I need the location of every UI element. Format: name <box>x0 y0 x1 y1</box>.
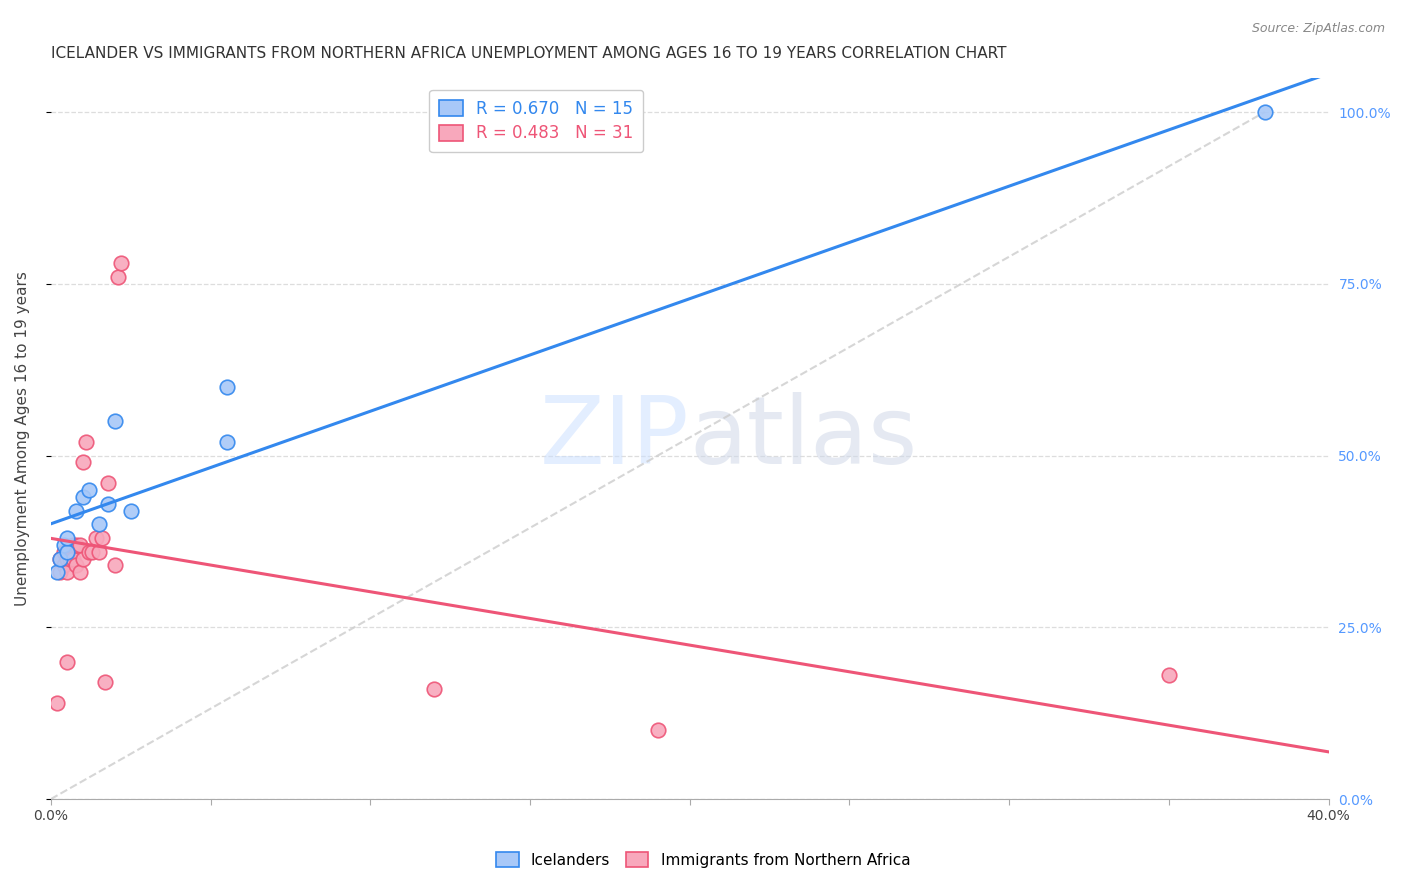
Point <box>215 380 238 394</box>
Point <box>87 545 110 559</box>
Point <box>104 558 127 573</box>
Point <box>215 434 238 449</box>
Point <box>94 675 117 690</box>
Point <box>56 551 79 566</box>
Point <box>75 434 97 449</box>
Point <box>62 538 84 552</box>
Point <box>49 551 72 566</box>
Point <box>87 517 110 532</box>
Point <box>69 566 91 580</box>
Point <box>69 538 91 552</box>
Point <box>49 551 72 566</box>
Point <box>72 551 94 566</box>
Point <box>62 551 84 566</box>
Point <box>52 558 75 573</box>
Point <box>107 269 129 284</box>
Legend: Icelanders, Immigrants from Northern Africa: Icelanders, Immigrants from Northern Afr… <box>489 846 917 873</box>
Point <box>110 256 132 270</box>
Point <box>52 545 75 559</box>
Point <box>91 531 114 545</box>
Text: ZIP: ZIP <box>540 392 690 484</box>
Point <box>120 503 142 517</box>
Point <box>423 682 446 697</box>
Point <box>97 476 120 491</box>
Text: Source: ZipAtlas.com: Source: ZipAtlas.com <box>1251 22 1385 36</box>
Point <box>647 723 669 738</box>
Point <box>1254 105 1277 120</box>
Point <box>72 490 94 504</box>
Point <box>77 483 100 497</box>
Legend: R = 0.670   N = 15, R = 0.483   N = 31: R = 0.670 N = 15, R = 0.483 N = 31 <box>429 89 644 153</box>
Point <box>1157 668 1180 682</box>
Point <box>72 455 94 469</box>
Point <box>77 545 100 559</box>
Text: atlas: atlas <box>690 392 918 484</box>
Point <box>59 551 82 566</box>
Point <box>65 503 87 517</box>
Point <box>52 538 75 552</box>
Point <box>49 566 72 580</box>
Y-axis label: Unemployment Among Ages 16 to 19 years: Unemployment Among Ages 16 to 19 years <box>15 271 30 606</box>
Point <box>56 531 79 545</box>
Point <box>56 545 79 559</box>
Point <box>104 414 127 428</box>
Point <box>84 531 107 545</box>
Point <box>65 558 87 573</box>
Point <box>46 696 69 710</box>
Point <box>97 497 120 511</box>
Text: ICELANDER VS IMMIGRANTS FROM NORTHERN AFRICA UNEMPLOYMENT AMONG AGES 16 TO 19 YE: ICELANDER VS IMMIGRANTS FROM NORTHERN AF… <box>51 46 1007 62</box>
Point <box>46 566 69 580</box>
Point <box>56 655 79 669</box>
Point <box>65 538 87 552</box>
Point <box>56 566 79 580</box>
Point <box>82 545 104 559</box>
